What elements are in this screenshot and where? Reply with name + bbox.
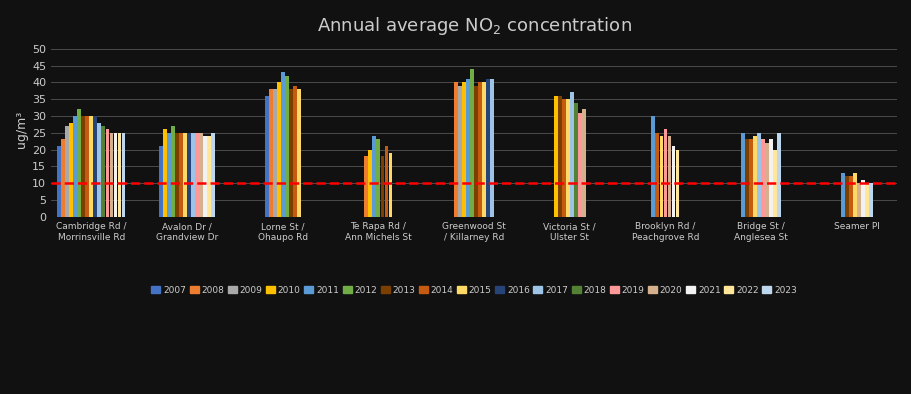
Bar	[860, 180, 864, 217]
Bar	[773, 149, 776, 217]
Bar	[462, 82, 466, 217]
Bar	[565, 99, 569, 217]
Bar	[175, 133, 179, 217]
Bar	[199, 133, 203, 217]
Bar	[195, 133, 199, 217]
Bar	[276, 82, 281, 217]
Bar	[81, 116, 85, 217]
Title: Annual average NO$_2$ concentration: Annual average NO$_2$ concentration	[316, 15, 630, 37]
Bar	[118, 133, 121, 217]
Bar	[171, 126, 175, 217]
Bar	[368, 149, 372, 217]
Bar	[191, 133, 195, 217]
Bar	[372, 136, 376, 217]
Bar	[474, 86, 477, 217]
Bar	[573, 102, 577, 217]
Bar	[121, 133, 125, 217]
Bar	[69, 123, 73, 217]
Bar	[752, 136, 756, 217]
Bar	[457, 86, 461, 217]
Bar	[159, 146, 163, 217]
Bar	[73, 116, 77, 217]
Bar	[384, 146, 388, 217]
Bar	[852, 173, 855, 217]
Bar	[376, 139, 380, 217]
Bar	[364, 156, 368, 217]
Bar	[61, 139, 65, 217]
Bar	[844, 177, 848, 217]
Bar	[569, 93, 573, 217]
Bar	[183, 133, 187, 217]
Bar	[388, 153, 392, 217]
Bar	[163, 129, 167, 217]
Bar	[490, 79, 494, 217]
Bar	[106, 129, 109, 217]
Bar	[89, 116, 93, 217]
Bar	[553, 96, 557, 217]
Bar	[86, 116, 89, 217]
Bar	[748, 139, 752, 217]
Bar	[93, 116, 97, 217]
Bar	[101, 126, 105, 217]
Bar	[292, 86, 296, 217]
Bar	[272, 89, 276, 217]
Bar	[289, 89, 292, 217]
Bar	[454, 82, 457, 217]
Bar	[477, 82, 482, 217]
Bar	[466, 79, 469, 217]
Bar	[744, 139, 748, 217]
Legend: 2007, 2008, 2009, 2010, 2011, 2012, 2013, 2014, 2015, 2016, 2017, 2018, 2019, 20: 2007, 2008, 2009, 2010, 2011, 2012, 2013…	[148, 282, 800, 298]
Bar	[741, 133, 744, 217]
Bar	[486, 79, 489, 217]
Bar	[482, 82, 486, 217]
Bar	[776, 133, 780, 217]
Bar	[207, 136, 210, 217]
Bar	[756, 133, 760, 217]
Bar	[578, 113, 581, 217]
Bar	[211, 133, 215, 217]
Bar	[561, 99, 565, 217]
Bar	[179, 133, 183, 217]
Bar	[761, 139, 764, 217]
Bar	[667, 136, 670, 217]
Bar	[558, 96, 561, 217]
Bar	[659, 136, 662, 217]
Bar	[167, 133, 170, 217]
Bar	[650, 116, 655, 217]
Bar	[203, 136, 207, 217]
Bar	[113, 133, 118, 217]
Bar	[655, 133, 659, 217]
Bar	[840, 173, 844, 217]
Bar	[97, 123, 101, 217]
Bar	[380, 156, 384, 217]
Bar	[764, 143, 768, 217]
Bar	[281, 72, 284, 217]
Bar	[868, 183, 872, 217]
Bar	[66, 126, 69, 217]
Bar	[663, 129, 667, 217]
Bar	[269, 89, 272, 217]
Bar	[848, 177, 852, 217]
Bar	[675, 149, 679, 217]
Bar	[109, 133, 113, 217]
Y-axis label: ug/m³: ug/m³	[15, 111, 28, 148]
Bar	[670, 146, 675, 217]
Bar	[264, 96, 268, 217]
Bar	[187, 133, 190, 217]
Bar	[297, 89, 301, 217]
Bar	[864, 183, 868, 217]
Bar	[768, 139, 773, 217]
Bar	[284, 76, 288, 217]
Bar	[57, 146, 61, 217]
Bar	[581, 109, 585, 217]
Bar	[856, 183, 860, 217]
Bar	[77, 109, 81, 217]
Bar	[470, 69, 474, 217]
